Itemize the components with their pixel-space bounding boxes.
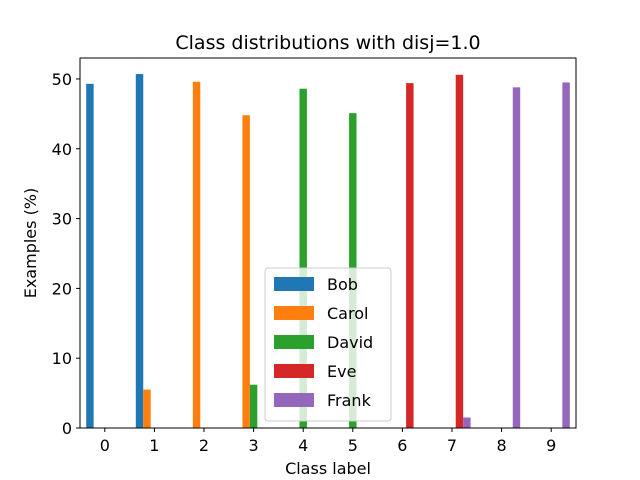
legend: Bob Carol David Eve Frank	[264, 267, 392, 422]
x-tick-label: 3	[249, 436, 259, 455]
x-tick-label: 9	[546, 436, 556, 455]
y-tick-label: 0	[62, 419, 72, 438]
legend-label-bob: Bob	[327, 275, 358, 294]
bar-david-class-4	[299, 88, 307, 428]
legend-swatch-eve	[274, 364, 314, 378]
chart-title: Class distributions with disj=1.0	[175, 32, 480, 54]
bar-bob-class-0	[86, 83, 94, 428]
y-tick-label: 50	[52, 70, 72, 89]
x-axis: 0 1 2 3 4 5 6 7 8 9	[100, 428, 556, 455]
bar-carol-class-2	[192, 81, 201, 429]
y-axis-label: Examples (%)	[21, 188, 40, 299]
x-tick-label: 6	[397, 436, 407, 455]
bar-david-class-3	[249, 384, 258, 428]
plot-frame	[79, 57, 577, 429]
x-tick-label: 0	[100, 436, 110, 455]
x-tick-label: 5	[348, 436, 358, 455]
legend-label-david: David	[327, 333, 373, 352]
bar-bob-class-1	[135, 74, 144, 428]
x-tick-label: 4	[298, 436, 308, 455]
bar-eve-class-7	[455, 74, 464, 429]
y-tick-label: 20	[52, 279, 72, 298]
legend-swatch-frank	[274, 393, 314, 407]
x-axis-label: Class label	[285, 459, 371, 478]
legend-label-eve: Eve	[327, 362, 356, 381]
legend-swatch-bob	[274, 277, 314, 291]
bar-carol-class-3	[242, 115, 250, 428]
bar-frank-class-7	[463, 417, 471, 428]
legend-swatch-david	[274, 335, 314, 349]
bar-frank-class-8	[512, 87, 521, 429]
y-tick-label: 40	[52, 140, 72, 159]
bar-carol-class-1	[143, 389, 151, 428]
x-tick-label: 2	[199, 436, 209, 455]
bar-frank-class-9	[562, 82, 570, 428]
x-tick-label: 8	[497, 436, 507, 455]
y-tick-label: 10	[52, 349, 72, 368]
legend-label-carol: Carol	[327, 304, 368, 323]
x-tick-label: 7	[447, 436, 457, 455]
y-tick-label: 30	[52, 210, 72, 229]
legend-label-frank: Frank	[327, 391, 372, 410]
x-tick-label: 1	[149, 436, 159, 455]
bar-eve-class-6	[406, 83, 414, 428]
legend-swatch-carol	[274, 306, 314, 320]
y-axis: 0 10 20 30 40 50	[52, 70, 80, 438]
